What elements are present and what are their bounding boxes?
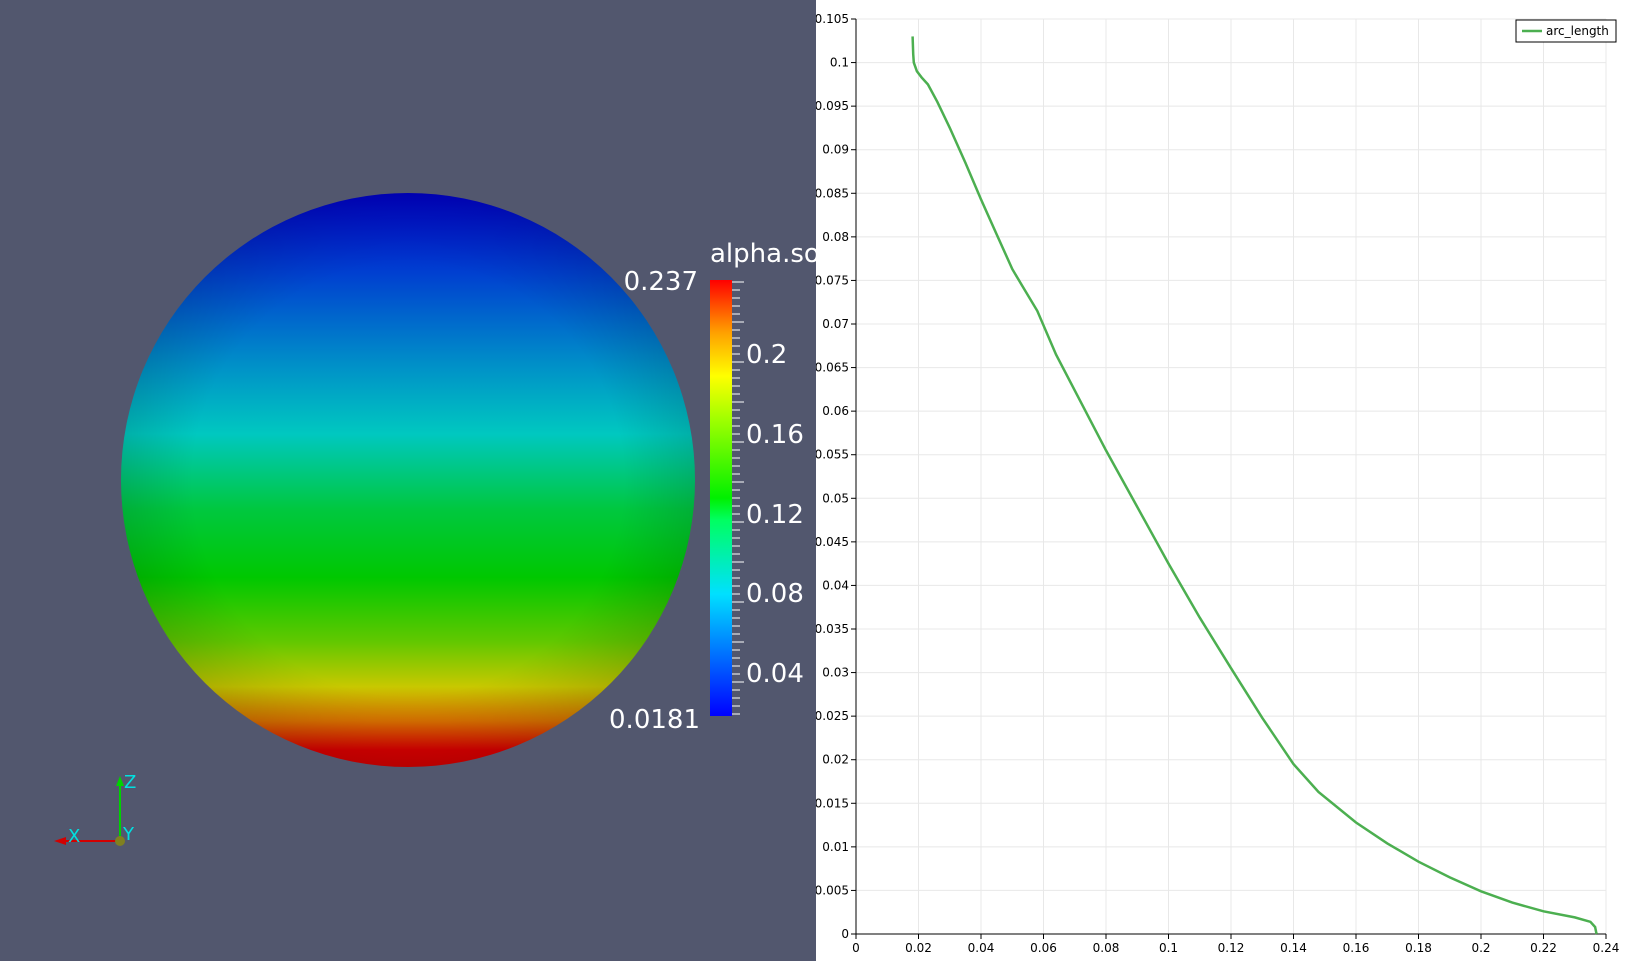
y-tick-label: 0.025 <box>816 709 849 723</box>
y-tick-label: 0.1 <box>830 56 849 70</box>
colorbar-max-label: 0.237 <box>624 267 698 297</box>
x-axis-arrow-icon <box>54 837 66 845</box>
y-tick-label: 0.015 <box>816 796 849 810</box>
x-axis-label: X <box>68 826 80 847</box>
y-tick-label: 0.095 <box>816 99 849 113</box>
x-tick-label: 0.24 <box>1593 941 1620 955</box>
y-tick-label: 0.07 <box>822 317 849 331</box>
colorbar-tick-label: 0.12 <box>746 500 804 530</box>
x-tick-label: 0.18 <box>1405 941 1432 955</box>
render-view[interactable]: alpha.so 0.237 0.0181 0.2 0.16 0.12 0.08… <box>0 0 816 961</box>
y-tick-label: 0.065 <box>816 361 849 375</box>
colorbar-ticks <box>732 281 744 715</box>
chart-grid <box>855 18 1607 935</box>
x-tick-label: 0 <box>852 941 860 955</box>
y-tick-label: 0.06 <box>822 404 849 418</box>
colorbar-min-label: 0.0181 <box>609 705 700 735</box>
y-tick-label: 0.01 <box>822 840 849 854</box>
y-tick-label: 0.055 <box>816 448 849 462</box>
x-tick-label: 0.08 <box>1093 941 1120 955</box>
y-tick-label: 0.05 <box>822 491 849 505</box>
line-chart-view[interactable]: 0 0.005 0.01 0.015 0.02 0.025 0.03 0.035 0.04 0.0… <box>816 0 1632 961</box>
colorbar <box>710 280 732 716</box>
x-tick-label: 0.12 <box>1218 941 1245 955</box>
x-tick-label: 0.1 <box>1159 941 1178 955</box>
chart-legend: arc_length <box>1515 19 1617 43</box>
y-tick-labels: 0 0.005 0.01 0.015 0.02 0.025 0.03 0.035 0.04 0.0… <box>816 12 849 941</box>
y-tick-label: 0.035 <box>816 622 849 636</box>
y-tick-label: 0.02 <box>822 753 849 767</box>
x-tick-label: 0.14 <box>1280 941 1307 955</box>
series-line-arc_length <box>911 36 1598 935</box>
line-chart[interactable]: 0 0.005 0.01 0.015 0.02 0.025 0.03 0.035 0.04 0.0… <box>816 0 1632 961</box>
colorbar-tick-label: 0.16 <box>746 420 804 450</box>
y-tick-label: 0.105 <box>816 12 849 26</box>
y-tick-label: 0 <box>841 927 849 941</box>
y-tick-label: 0.03 <box>822 666 849 680</box>
y-tick-label: 0.09 <box>822 143 849 157</box>
colorbar-tick-label: 0.04 <box>746 659 804 689</box>
x-tick-label: 0.16 <box>1343 941 1370 955</box>
sphere-shading <box>121 193 695 767</box>
y-tick-label: 0.045 <box>816 535 849 549</box>
colorbar-tick-label: 0.2 <box>746 340 787 370</box>
chart-axes <box>851 18 1607 939</box>
y-tick-label: 0.085 <box>816 186 849 200</box>
legend-box <box>1515 19 1617 43</box>
x-tick-label: 0.22 <box>1530 941 1557 955</box>
y-tick-label: 0.075 <box>816 273 849 287</box>
orientation-axes-widget: Z X Y <box>54 772 136 847</box>
y-axis-label: Y <box>122 824 135 845</box>
colorbar-tick-label: 0.08 <box>746 579 804 609</box>
x-tick-label: 0.04 <box>968 941 995 955</box>
y-tick-label: 0.08 <box>822 230 849 244</box>
x-tick-label: 0.02 <box>905 941 932 955</box>
z-axis-arrow-icon <box>116 776 124 786</box>
y-axis-dot-icon <box>115 836 125 846</box>
y-tick-label: 0.005 <box>816 883 849 897</box>
x-tick-label: 0.06 <box>1030 941 1057 955</box>
x-tick-label: 0.2 <box>1471 941 1490 955</box>
z-axis-label: Z <box>124 772 136 793</box>
x-tick-labels: 0 0.02 0.04 0.06 0.08 0.1 0.12 0.14 0.16 0.18 0.2 0… <box>852 941 1619 955</box>
render-view-canvas[interactable]: alpha.so 0.237 0.0181 0.2 0.16 0.12 0.08… <box>0 0 816 961</box>
y-tick-label: 0.04 <box>822 578 849 592</box>
colorbar-title: alpha.so <box>710 239 816 269</box>
legend-entry-arc_length: arc_length <box>1546 24 1609 38</box>
